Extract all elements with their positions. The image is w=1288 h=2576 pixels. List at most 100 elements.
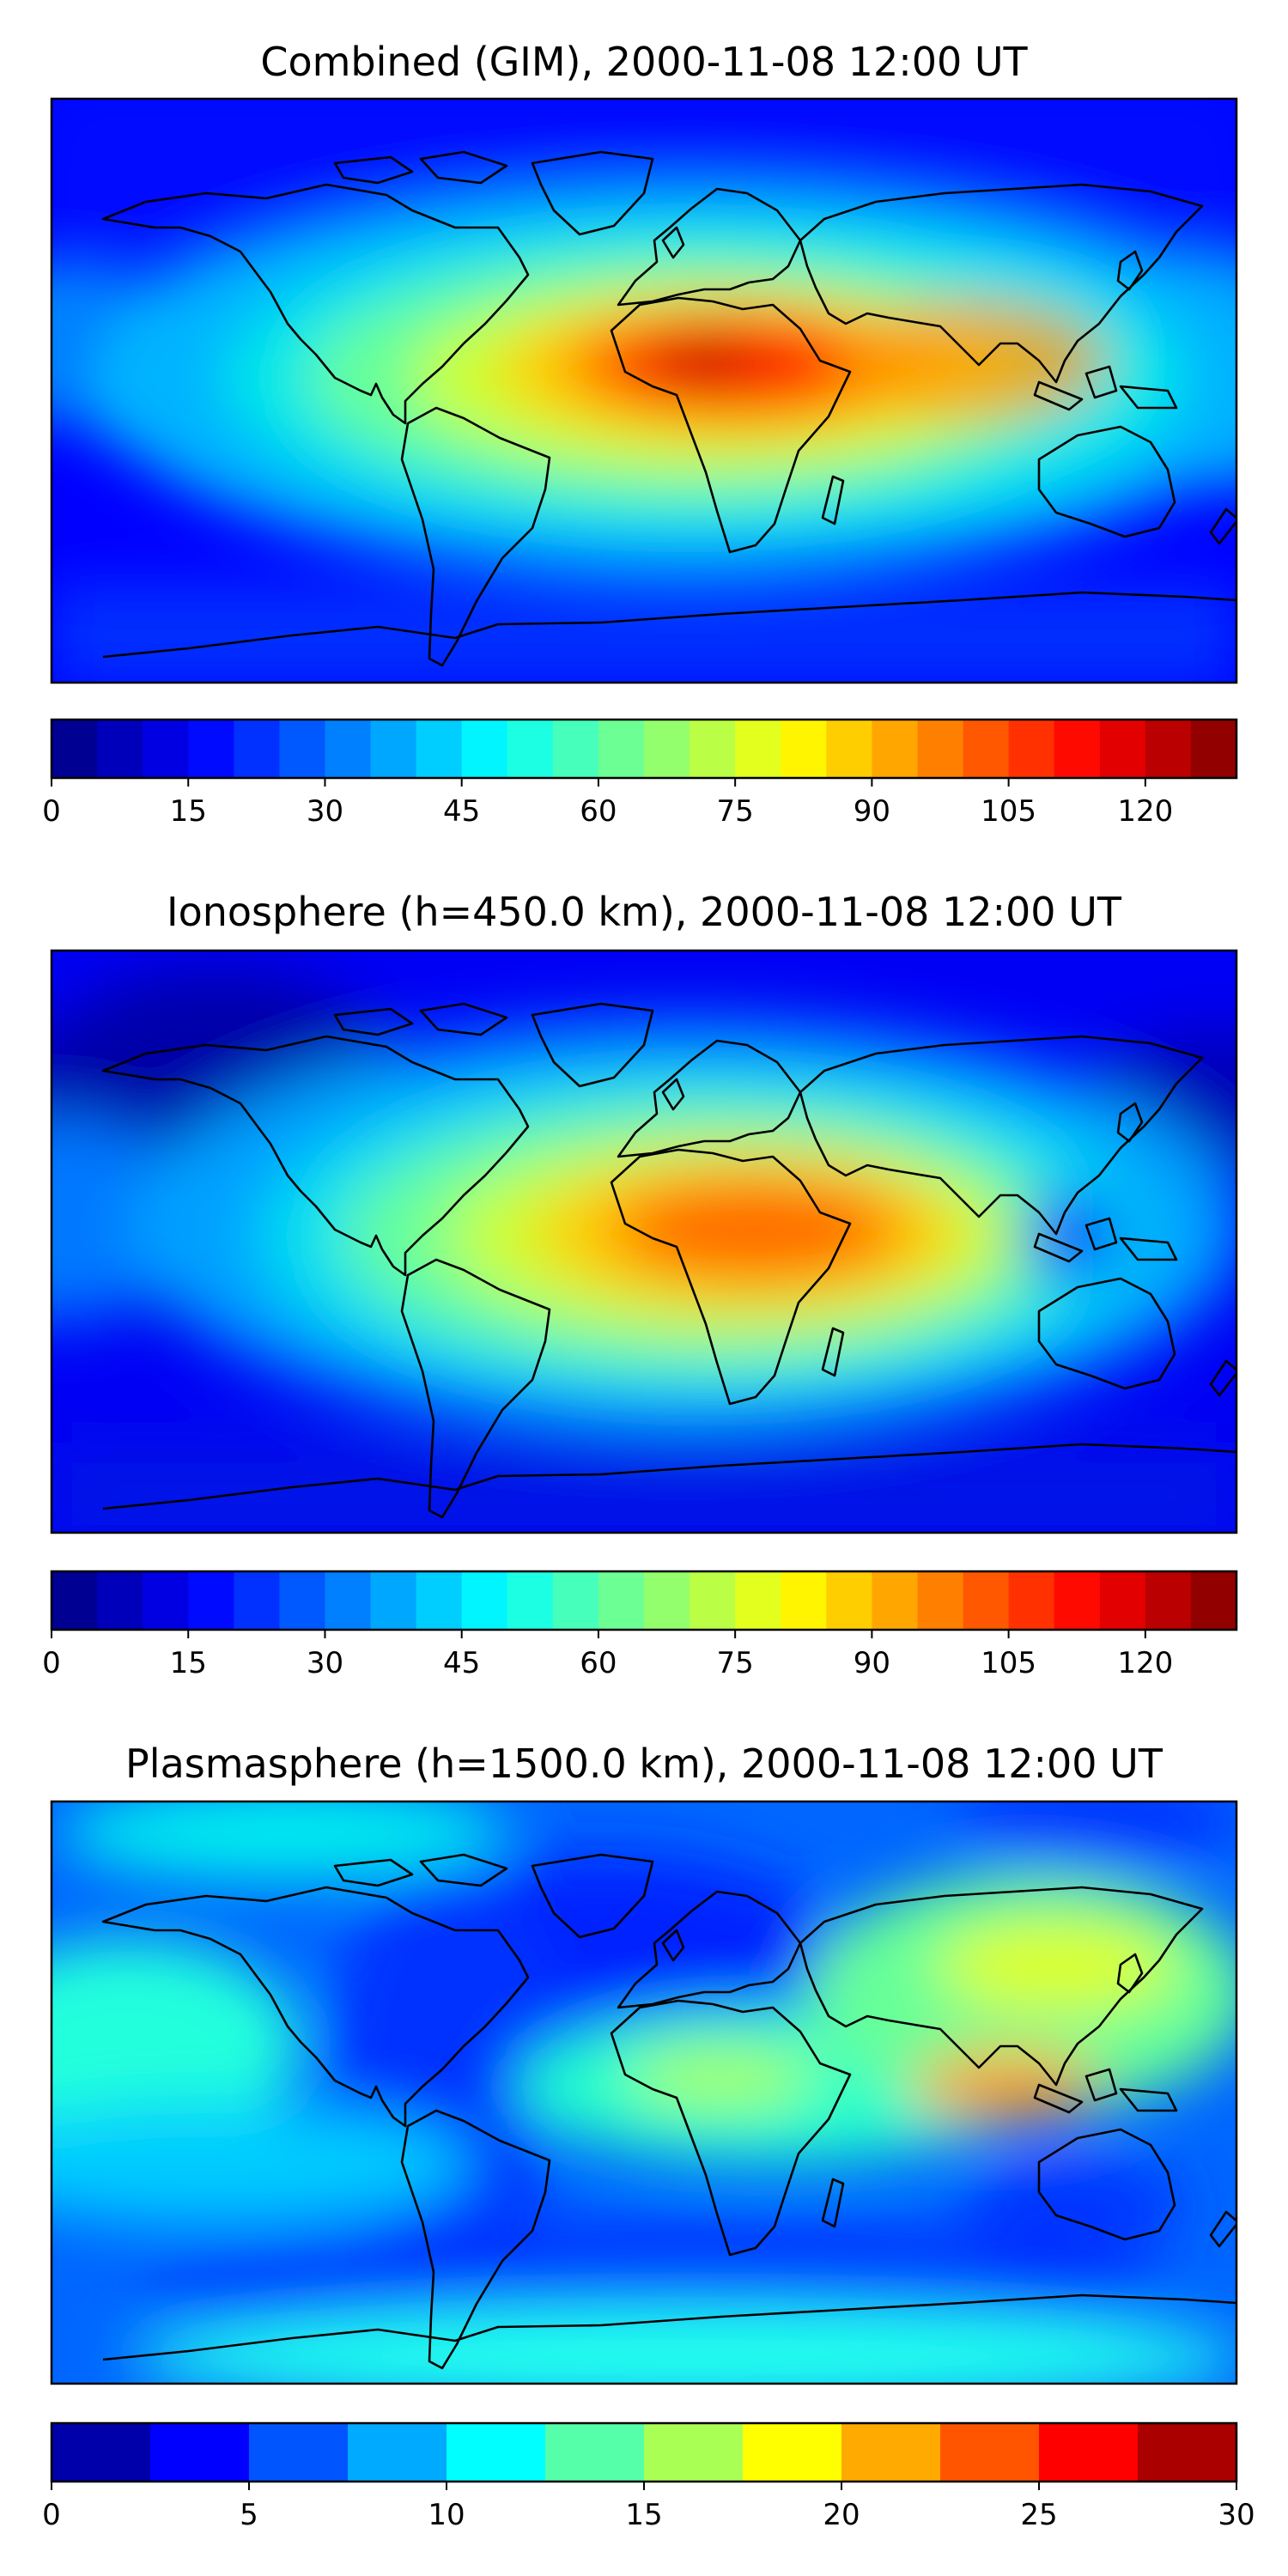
- colorbar-level: [279, 720, 326, 778]
- colorbar-frame: [50, 718, 1238, 780]
- colorbar-level: [644, 2423, 744, 2482]
- colorbar-level: [841, 2423, 941, 2482]
- colorbar-tick-label: 120: [1117, 794, 1173, 829]
- colorbar-level: [97, 1571, 143, 1630]
- colorbar-tick-label: 105: [981, 794, 1036, 829]
- colorbar: 0 15 30 45 60 75 90 105 120: [42, 1570, 1238, 1680]
- colorbar-tick-label: 30: [307, 1646, 343, 1680]
- colorbar-level: [552, 720, 599, 778]
- colorbar-level: [781, 720, 827, 778]
- colorbar-level: [872, 720, 919, 778]
- colorbar-tick-label: 90: [854, 1646, 890, 1680]
- colorbar-level: [545, 2423, 645, 2482]
- colorbar-level: [1190, 720, 1237, 778]
- colorbar-level: [461, 1571, 508, 1630]
- colorbar-level: [690, 720, 736, 778]
- map-panel: [52, 951, 1236, 1533]
- colorbar-tick-label: 105: [981, 1646, 1036, 1680]
- colorbar-level: [370, 1571, 417, 1630]
- colorbar-level: [507, 1571, 554, 1630]
- map-frame: [50, 97, 1238, 684]
- colorbar-tick-label: 15: [625, 2498, 662, 2532]
- panel-title: Plasmasphere (h=1500.0 km), 2000-11-08 1…: [125, 1741, 1163, 1787]
- colorbar-tick-label: 120: [1117, 1646, 1173, 1680]
- colorbar-tick-label: 25: [1020, 2498, 1057, 2532]
- colorbar-level: [1008, 1571, 1055, 1630]
- colorbar-level: [735, 1571, 781, 1630]
- colorbar-level: [940, 2423, 1040, 2482]
- tec-field: [52, 99, 1236, 683]
- colorbar-level: [325, 1571, 372, 1630]
- colorbar-level: [690, 1571, 736, 1630]
- colorbar-level: [1054, 1571, 1101, 1630]
- colorbar-level: [188, 720, 234, 778]
- colorbar-tick-label: 60: [580, 1646, 617, 1680]
- colorbar-level: [348, 2423, 447, 2482]
- colorbar-level: [1008, 720, 1055, 778]
- colorbar-tick-label: 15: [170, 794, 207, 829]
- colorbar-tick-label: 30: [1218, 2498, 1255, 2532]
- map-frame: [50, 949, 1238, 1534]
- colorbar-tick-label: 0: [42, 1646, 61, 1680]
- colorbar-level: [826, 1571, 872, 1630]
- colorbar-level: [507, 720, 554, 778]
- colorbar-level: [1190, 1571, 1237, 1630]
- colorbar-level: [97, 720, 143, 778]
- colorbar-level: [325, 720, 372, 778]
- map-panel: [52, 1801, 1236, 2384]
- colorbar-tick-label: 15: [170, 1646, 207, 1680]
- colorbar-tick-label: 60: [580, 794, 617, 829]
- colorbar-tick-label: 20: [823, 2498, 860, 2532]
- colorbar-level: [143, 1571, 189, 1630]
- colorbar-tick-label: 5: [240, 2498, 258, 2532]
- colorbar-level: [598, 720, 645, 778]
- colorbar-level: [917, 1571, 964, 1630]
- colorbar-level: [416, 1571, 463, 1630]
- colorbar-level: [963, 1571, 1010, 1630]
- colorbar-level: [1138, 2423, 1237, 2482]
- colorbar-level: [416, 720, 463, 778]
- colorbar-tick-label: 45: [443, 1646, 480, 1680]
- colorbar-level: [188, 1571, 234, 1630]
- colorbar-level: [234, 720, 280, 778]
- panel-title: Combined (GIM), 2000-11-08 12:00 UT: [260, 39, 1028, 85]
- colorbar-tick-label: 10: [428, 2498, 465, 2532]
- colorbar-level: [370, 720, 417, 778]
- colorbar-level: [143, 720, 189, 778]
- colorbar-level: [52, 2423, 151, 2482]
- colorbar-level: [917, 720, 964, 778]
- colorbar-tick-label: 0: [42, 794, 61, 829]
- colorbar-level: [150, 2423, 250, 2482]
- colorbar: 0 5 10 15 20 25 30: [42, 2421, 1255, 2532]
- colorbar-tick-label: 75: [717, 1646, 754, 1680]
- colorbar-level: [644, 720, 690, 778]
- colorbar-level: [234, 1571, 280, 1630]
- colorbar-level: [52, 720, 98, 778]
- colorbar-level: [1039, 2423, 1139, 2482]
- panel-title: Ionosphere (h=450.0 km), 2000-11-08 12:0…: [167, 889, 1122, 935]
- colorbar-level: [598, 1571, 645, 1630]
- colorbar-level: [1099, 1571, 1146, 1630]
- colorbar-level: [781, 1571, 827, 1630]
- colorbar-level: [249, 2423, 349, 2482]
- colorbar-level: [1099, 720, 1146, 778]
- colorbar-level: [963, 720, 1010, 778]
- colorbar-level: [461, 720, 508, 778]
- colorbar-tick-label: 0: [42, 2498, 61, 2532]
- colorbar-level: [1145, 1571, 1192, 1630]
- colorbar-level: [826, 720, 872, 778]
- colorbar-level: [872, 1571, 919, 1630]
- map-frame: [50, 1800, 1238, 2385]
- colorbar-level: [52, 1571, 98, 1630]
- colorbar-tick-label: 75: [717, 794, 754, 829]
- colorbar: 0 15 30 45 60 75 90 105 120: [42, 718, 1238, 829]
- colorbar-level: [743, 2423, 842, 2482]
- colorbar-frame: [50, 1570, 1238, 1631]
- colorbar-level: [644, 1571, 690, 1630]
- map-panel: [52, 99, 1236, 683]
- colorbar-level: [447, 2423, 546, 2482]
- plasma-field: [52, 1801, 1236, 2384]
- colorbar-level: [1145, 720, 1192, 778]
- colorbar-level: [735, 720, 781, 778]
